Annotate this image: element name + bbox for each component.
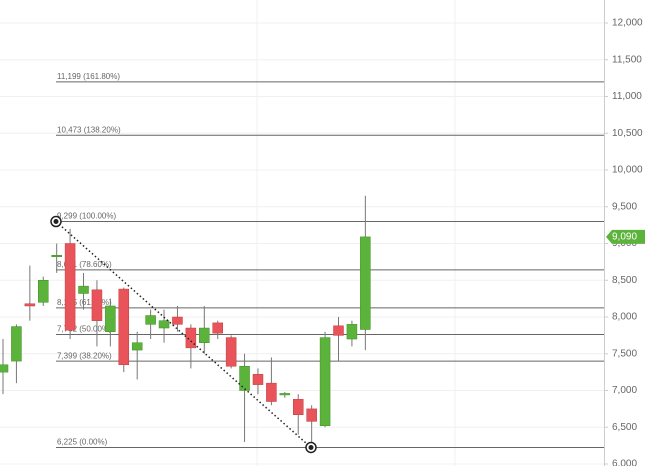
candle-body — [279, 393, 291, 396]
candle-body — [158, 320, 170, 329]
y-tick-label: 8,500 — [612, 275, 637, 286]
candle-body — [105, 305, 116, 332]
candle-body — [91, 289, 103, 321]
y-tick-label: 11,000 — [612, 91, 642, 102]
candle-body — [185, 327, 197, 349]
candle-body — [346, 324, 358, 340]
y-tick-label: 7,000 — [612, 385, 637, 396]
y-tick-label: 12,000 — [612, 18, 643, 29]
fib-label: 7,399 (38.20%) — [57, 351, 112, 360]
candle-body — [239, 365, 250, 391]
candle-body — [319, 337, 331, 427]
candle-body — [0, 364, 9, 373]
candle-body — [306, 408, 317, 422]
candle-body — [212, 322, 223, 334]
y-tick-label: 10,000 — [612, 165, 643, 176]
y-tick-label: 7,500 — [612, 348, 637, 359]
candle-body — [131, 342, 143, 351]
candle-body — [333, 325, 344, 336]
candle-body — [24, 303, 36, 307]
candle-body — [360, 236, 371, 330]
price-label: 9,090 — [612, 232, 637, 243]
fib-label: 9,299 (100.00%) — [57, 212, 116, 221]
candle-body — [118, 288, 130, 366]
y-tick-label: 8,000 — [612, 312, 637, 323]
candle-body — [266, 382, 277, 402]
candle-body — [252, 374, 264, 385]
candle-body — [38, 280, 49, 303]
y-tick-label: 9,500 — [612, 201, 637, 212]
candle-body — [145, 315, 156, 325]
candle-body — [292, 399, 304, 416]
anchor-inner — [53, 219, 59, 225]
candle-body — [199, 327, 210, 343]
anchor-inner — [308, 444, 314, 450]
y-tick-label: 6,000 — [612, 459, 637, 466]
candle-body — [78, 285, 89, 294]
fib-label: 10,473 (138.20%) — [57, 125, 121, 134]
candle-body — [51, 255, 62, 258]
fib-label: 8,641 (78.60%) — [57, 260, 112, 269]
fib-label: 6,225 (0.00%) — [57, 438, 108, 447]
candle-body — [11, 326, 22, 362]
y-tick-label: 6,500 — [612, 422, 637, 433]
fib-trend — [55, 220, 312, 449]
price-tag — [606, 229, 645, 244]
fib-label: 8,125 (61.80%) — [57, 298, 112, 307]
fib-label: 11,199 (161.80%) — [57, 72, 120, 81]
candle-body — [172, 316, 183, 325]
y-tick-label: 10,500 — [612, 128, 643, 139]
candle-body — [225, 337, 237, 367]
candle-body — [64, 243, 76, 331]
fib-label: 7,762 (50.00%) — [57, 325, 112, 334]
y-tick-label: 11,500 — [612, 54, 642, 65]
